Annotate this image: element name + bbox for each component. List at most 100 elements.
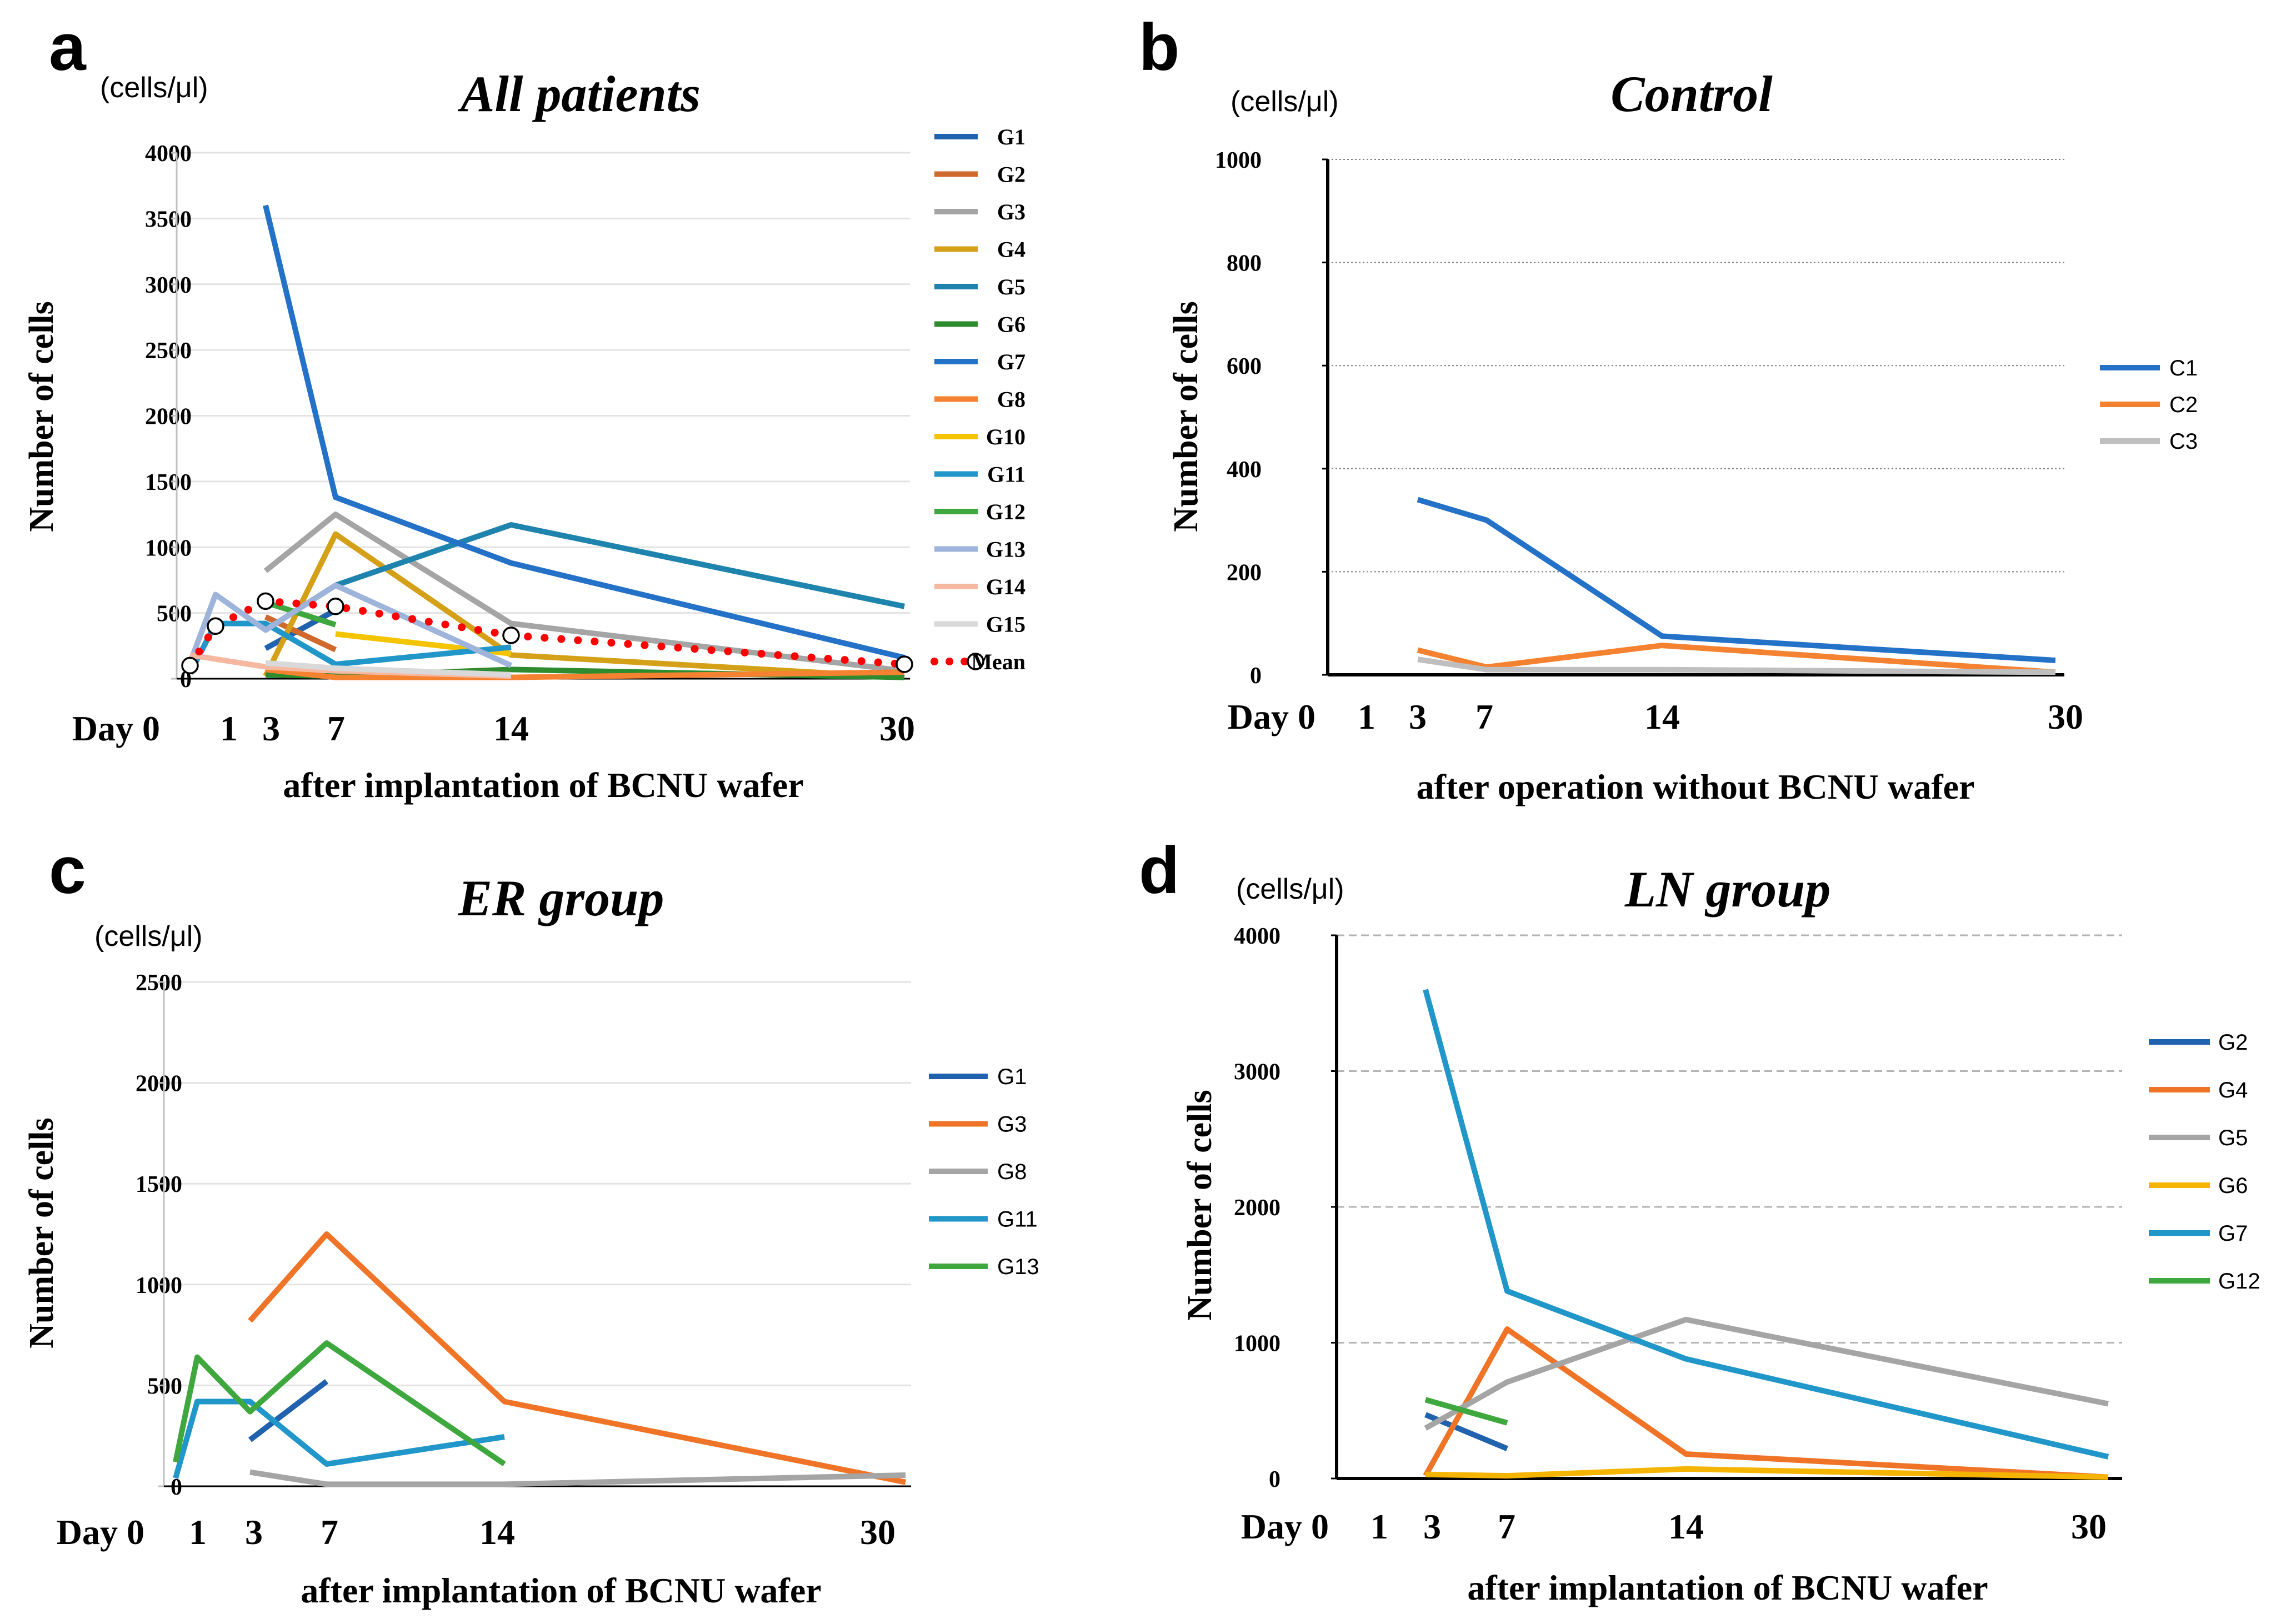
panel-c: cER group(cells/μl)05001000150020002500N…: [23, 833, 1039, 1610]
legend-label: G5: [997, 274, 1026, 299]
y-tick-label: 2500: [136, 970, 182, 996]
legend-label: G3: [997, 199, 1026, 224]
series-line-g13: [173, 1340, 506, 1467]
legend-label: G1: [997, 1065, 1027, 1089]
y-axis-label: Number of cells: [23, 1117, 61, 1349]
legend-label: G1: [997, 124, 1026, 149]
legend-label: G12: [986, 499, 1026, 524]
legend-label: G13: [986, 537, 1026, 562]
legend-label: G10: [986, 424, 1026, 449]
legend-label: C3: [2169, 429, 2198, 454]
chart-title: LN group: [1624, 861, 1831, 918]
y-tick-label: 4000: [1234, 924, 1280, 949]
x-tick-label: 7: [1498, 1507, 1515, 1546]
x-tick-label: 1: [220, 709, 238, 748]
x-axis-label: after operation without BCNU wafer: [1417, 767, 1975, 806]
x-tick-label: 14: [1644, 697, 1680, 736]
x-tick-label: Day 0: [57, 1512, 144, 1552]
legend-label: G11: [987, 462, 1026, 487]
chart-title: Control: [1610, 66, 1773, 122]
series-line-c1: [1417, 497, 2056, 663]
y-tick-label: 500: [157, 602, 192, 627]
x-tick-label: 30: [860, 1512, 896, 1552]
series-line-g7: [263, 204, 906, 660]
legend-label: G7: [997, 349, 1026, 374]
y-unit-label: (cells/μl): [1230, 86, 1339, 118]
series-line-g1: [248, 1379, 329, 1442]
series-line-g4: [1423, 1326, 2109, 1480]
x-tick-label: Day 0: [1228, 697, 1315, 736]
legend-label: G8: [997, 387, 1026, 412]
mean-data-point: [257, 592, 274, 610]
x-tick-label: 30: [2048, 697, 2083, 736]
x-tick-label: 3: [262, 709, 280, 748]
x-tick-label: 30: [2071, 1507, 2107, 1546]
series-line-g7: [1423, 989, 2109, 1460]
legend-label: G11: [997, 1207, 1038, 1232]
y-tick-label: 4000: [145, 141, 192, 167]
x-tick-label: 7: [1475, 697, 1493, 736]
series-line-g11: [173, 1399, 505, 1479]
x-tick-label: 3: [1423, 1507, 1441, 1546]
x-axis-label: after implantation of BCNU wafer: [301, 1571, 821, 1610]
y-tick-label: 1000: [1234, 1331, 1280, 1357]
y-axis-label: Number of cells: [23, 301, 61, 532]
x-tick-label: 1: [189, 1512, 207, 1552]
y-tick-label: 1500: [145, 470, 192, 495]
y-unit-label: (cells/μl): [94, 920, 203, 953]
legend-label: G13: [997, 1255, 1039, 1279]
legend-label: C1: [2169, 356, 2198, 380]
y-tick-label: 800: [1227, 251, 1262, 277]
legend-label: G4: [997, 237, 1026, 262]
series-line-g12: [264, 599, 337, 628]
x-tick-label: 14: [479, 1512, 515, 1552]
legend-label: G12: [2218, 1269, 2260, 1294]
legend-label: G6: [997, 312, 1026, 337]
y-tick-label: 0: [171, 1475, 182, 1500]
legend-label: G2: [2218, 1030, 2248, 1055]
series-line-g12: [1424, 1397, 1508, 1426]
legend-label: G14: [986, 574, 1026, 599]
y-tick-label: 1500: [136, 1172, 182, 1197]
panel-label: c: [49, 833, 86, 908]
legend-label: G6: [2218, 1174, 2248, 1198]
y-tick-label: 1000: [136, 1273, 182, 1299]
x-tick-label: 7: [327, 709, 345, 748]
y-unit-label: (cells/μl): [1236, 873, 1344, 905]
x-tick-label: 14: [493, 709, 529, 748]
legend-label: C2: [2169, 393, 2198, 417]
y-tick-label: 600: [1227, 354, 1262, 379]
panel-label: d: [1139, 833, 1179, 908]
series-line-g3: [248, 1231, 906, 1485]
y-tick-label: 1000: [1215, 148, 1262, 173]
legend-label: G7: [2218, 1221, 2248, 1246]
series-line-g3: [263, 512, 905, 674]
mean-data-point: [327, 598, 344, 615]
panel-d: d LN group (cells/μl) 0 1000 2000 3000 4000 Numb…: [1139, 833, 2260, 1607]
series-line-g8: [249, 1469, 906, 1487]
legend-swatch-circle: [967, 653, 984, 670]
y-tick-label: 400: [1227, 457, 1262, 483]
x-tick-label: 30: [879, 709, 915, 748]
x-tick-label: 14: [1668, 1507, 1704, 1546]
mean-data-point: [207, 617, 224, 635]
legend-label: G2: [997, 162, 1026, 187]
legend-label: G15: [986, 612, 1026, 637]
series-line-g6: [1425, 1466, 2109, 1480]
legend-label: G3: [997, 1112, 1027, 1137]
mean-data-point: [181, 656, 199, 675]
mean-data-point: [502, 626, 520, 644]
series-line-c2: [1417, 643, 2056, 675]
legend-label: G8: [997, 1160, 1027, 1184]
series-line-mean: [186, 597, 908, 670]
series-line-g1: [264, 608, 337, 651]
x-tick-label: 1: [1370, 1507, 1388, 1546]
x-tick-label: 3: [1409, 697, 1427, 736]
legend-label: G4: [2218, 1078, 2248, 1102]
mean-data-point: [896, 655, 913, 673]
panel-label: a: [49, 10, 87, 84]
y-tick-label: 0: [1250, 663, 1262, 689]
chart-title: ER group: [458, 870, 664, 926]
y-tick-label: 3500: [145, 207, 192, 232]
